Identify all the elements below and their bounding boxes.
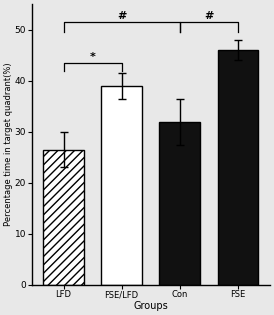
- Bar: [101, 86, 142, 285]
- Bar: [43, 150, 84, 285]
- Text: #: #: [204, 11, 213, 21]
- Text: *: *: [90, 52, 96, 62]
- Bar: [159, 122, 200, 285]
- Text: #: #: [117, 11, 126, 21]
- Bar: [218, 50, 258, 285]
- X-axis label: Groups: Groups: [133, 301, 168, 311]
- Y-axis label: Percentage time in target quadrant(%): Percentage time in target quadrant(%): [4, 63, 13, 226]
